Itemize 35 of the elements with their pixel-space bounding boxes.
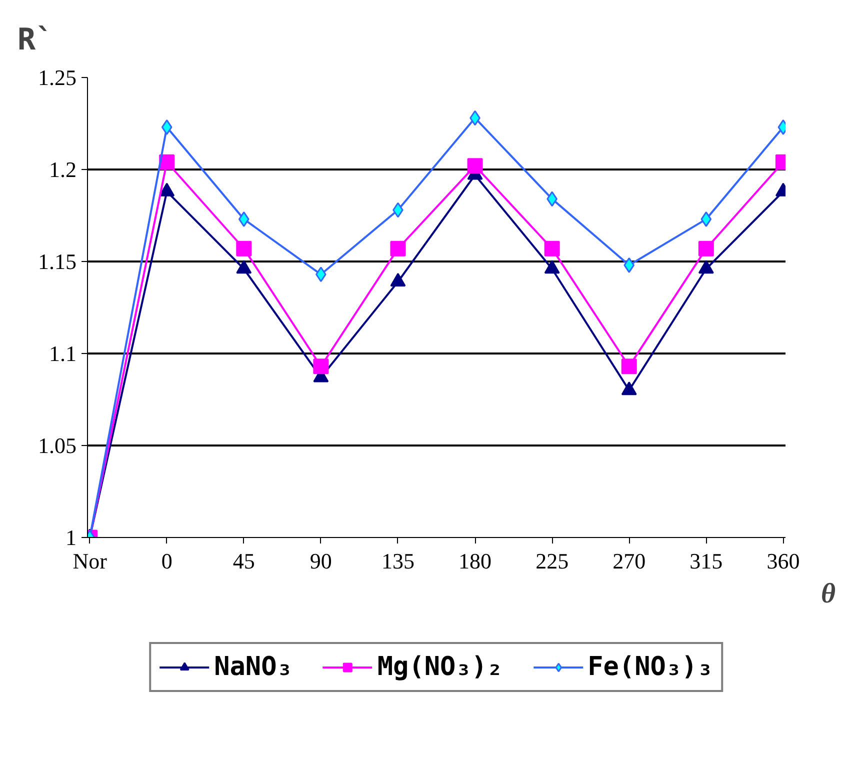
point	[238, 211, 250, 227]
legend-label: Fe(NO₃)₃	[588, 652, 713, 682]
y-axis-title: R`	[18, 22, 54, 58]
point	[698, 260, 714, 274]
y-tick-label: 1	[66, 525, 76, 550]
legend-label: NaNO₃	[214, 652, 292, 682]
point	[236, 240, 252, 256]
x-axis-title: θ	[820, 578, 836, 610]
x-tick-label: 0	[161, 548, 172, 574]
point	[700, 211, 712, 227]
point	[544, 260, 560, 274]
y-tick-label: 1.2	[49, 157, 76, 182]
point	[390, 272, 406, 287]
y-tick-label: 1.15	[38, 249, 76, 274]
x-tick-label: 90	[310, 548, 332, 574]
x-tick-label: 360	[766, 548, 800, 574]
x-tick-label: 315	[690, 548, 723, 574]
x-tick-label: 270	[612, 548, 646, 574]
x-tick-label: 135	[381, 548, 414, 574]
point	[624, 257, 635, 273]
point	[236, 260, 252, 274]
point	[621, 381, 637, 396]
y-tick-label: 1.05	[38, 433, 76, 458]
y-tick-label: 1.25	[38, 65, 76, 90]
x-tick-label: 45	[232, 548, 255, 574]
point	[467, 158, 483, 174]
y-tick-label: 1.1	[49, 341, 76, 366]
point	[698, 240, 714, 256]
point	[390, 240, 406, 256]
x-tick-label: 225	[536, 548, 569, 574]
legend-label: Mg(NO₃)₂	[377, 652, 503, 682]
point	[161, 119, 172, 135]
point	[544, 240, 560, 256]
x-tick-label: Nor	[72, 548, 108, 574]
x-tick-label: 180	[458, 548, 492, 574]
